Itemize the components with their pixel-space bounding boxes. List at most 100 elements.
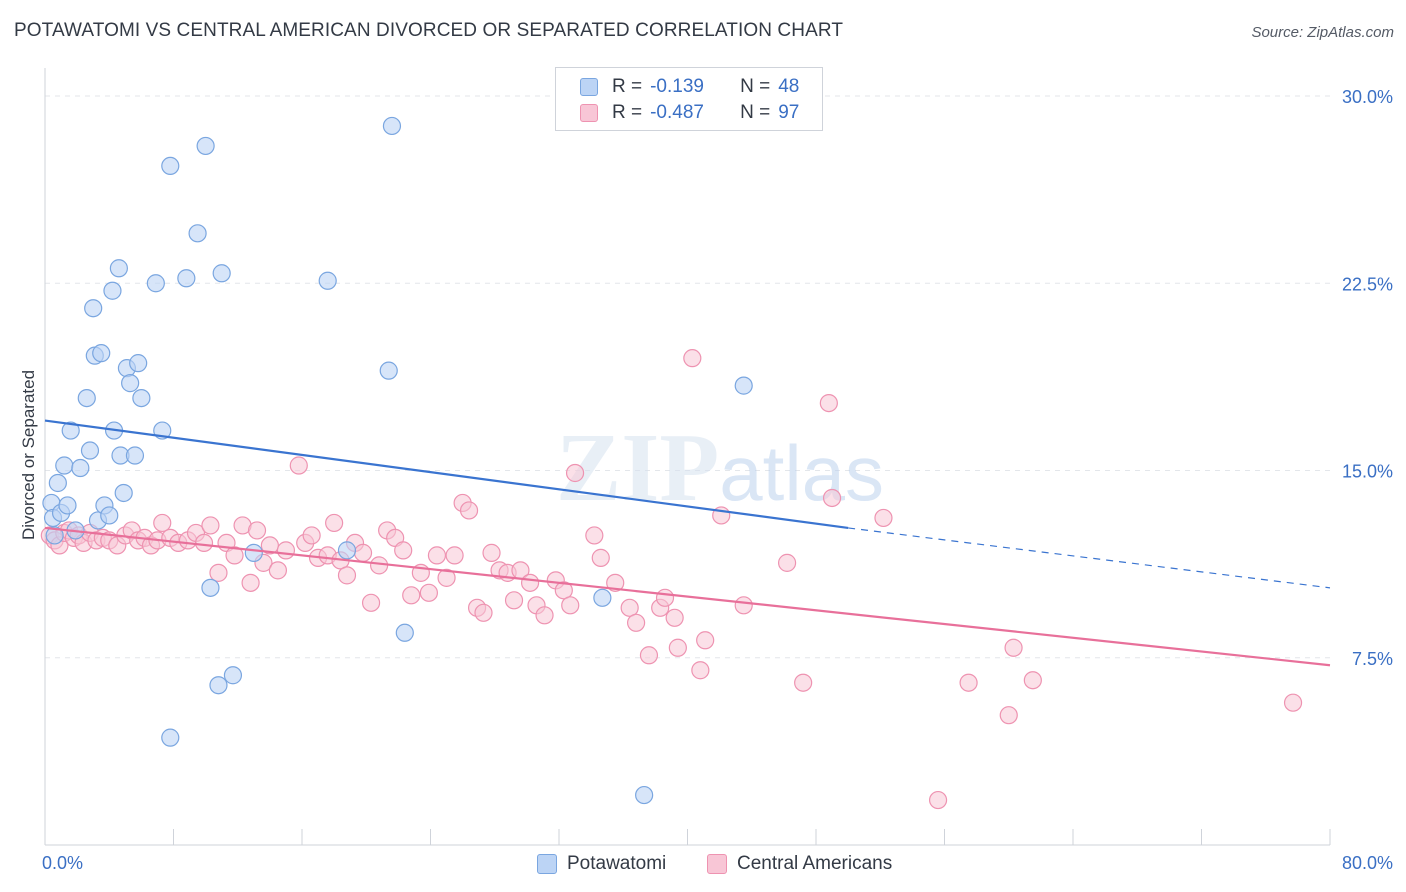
central-americans-point	[620, 598, 639, 617]
central-americans-point	[874, 508, 893, 528]
central-americans-point	[777, 553, 797, 572]
central-americans-point	[427, 546, 447, 565]
potawatomi-point	[100, 506, 119, 525]
potawatomi-point	[209, 676, 228, 695]
potawatomi-point	[177, 269, 196, 288]
potawatomi-point	[593, 588, 612, 607]
central-americans-point	[247, 521, 267, 540]
central-americans-point	[959, 673, 978, 692]
y-tick-label: 22.5%	[1342, 274, 1393, 294]
central-americans-point	[928, 790, 948, 810]
central-americans-point	[474, 603, 493, 622]
central-americans-point	[361, 593, 381, 612]
potawatomi-trend-line	[44, 419, 849, 530]
potawatomi-point	[379, 361, 398, 380]
potawatomi-point	[201, 578, 220, 597]
potawatomi-point	[635, 785, 654, 805]
bottom-legend-label: Potawatomi	[567, 853, 667, 874]
potawatomi-point	[734, 376, 753, 395]
bottom-legend-swatch-central-americans	[707, 854, 727, 874]
bottom-legend-potawatomi: Potawatomi	[537, 852, 666, 876]
central-americans-point	[268, 561, 288, 580]
central-americans-point	[325, 513, 344, 533]
potawatomi-point	[212, 264, 231, 283]
y-axis-label: Divorced or Separated	[19, 370, 38, 540]
trend-lines	[44, 419, 1331, 667]
bottom-legend-central-americans: Central Americans	[707, 852, 892, 876]
potawatomi-point	[125, 446, 145, 465]
y-tick-label: 15.0%	[1342, 462, 1393, 482]
central-americans-point	[402, 586, 421, 605]
potawatomi-point	[223, 666, 243, 685]
potawatomi-point	[318, 271, 337, 290]
central-americans-point	[394, 541, 413, 560]
legend-row-potawatomi: R = -0.139 N = 48	[580, 75, 799, 99]
legend-n-value: 97	[778, 102, 800, 123]
central-americans-point	[337, 566, 357, 585]
central-americans-point	[241, 573, 260, 592]
central-americans-point	[606, 573, 625, 592]
central-americans-point	[565, 463, 585, 483]
potawatomi-point	[45, 526, 64, 545]
stats-legend: R = -0.139 N = 48 R = -0.487 N = 97	[555, 67, 823, 131]
potawatomi-point	[109, 259, 128, 278]
central-americans-point	[794, 673, 813, 692]
central-americans-point	[459, 501, 479, 520]
central-americans-point	[696, 631, 715, 650]
central-americans-point	[554, 581, 573, 600]
potawatomi-point	[395, 623, 414, 642]
potawatomi-point	[71, 458, 90, 478]
central-americans-point	[201, 516, 220, 535]
central-americans-point	[665, 608, 684, 627]
central-americans-point	[819, 393, 838, 413]
central-americans-point	[822, 488, 842, 508]
watermark-atlas: atlas	[719, 429, 884, 517]
central-americans-point	[419, 583, 438, 602]
central-americans-point	[225, 546, 244, 565]
potawatomi-point	[58, 496, 77, 515]
legend-n-label: N =	[740, 76, 771, 97]
central-americans-point	[370, 556, 389, 575]
potawatomi-point	[121, 374, 140, 393]
tick-labels: 7.5% 15.0% 22.5% 30.0% 0.0% 80.0%	[42, 87, 1393, 873]
potawatomi-trend-extension	[848, 527, 1331, 589]
central-americans-point	[445, 546, 464, 565]
x-tick-label: 0.0%	[42, 853, 83, 873]
potawatomi-point	[132, 388, 151, 408]
potawatomi-point	[55, 456, 74, 475]
central-americans-point	[1283, 693, 1303, 712]
potawatomi-point	[188, 224, 207, 243]
central-americans-point	[437, 568, 456, 587]
bottom-legend-label: Central Americans	[737, 853, 893, 874]
potawatomi-point	[48, 473, 67, 493]
central-americans-point	[668, 638, 687, 657]
central-americans-point	[1023, 671, 1042, 690]
central-americans-point	[591, 548, 610, 567]
central-americans-point	[626, 613, 646, 632]
potawatomi-point	[337, 541, 357, 560]
central-americans-point	[655, 588, 675, 607]
watermark: ZIPatlas	[556, 414, 884, 522]
central-americans-point	[734, 596, 753, 615]
potawatomi-point	[80, 441, 100, 460]
central-americans-point	[302, 526, 321, 545]
watermark-zip: ZIP	[556, 414, 719, 522]
central-americans-point	[504, 591, 524, 610]
central-americans-point	[194, 533, 214, 553]
potawatomi-point	[161, 728, 180, 747]
legend-swatch-potawatomi	[580, 78, 598, 96]
central-americans-point	[520, 573, 540, 592]
central-americans-point	[999, 706, 1018, 725]
central-americans-point	[209, 563, 228, 582]
legend-row-central-americans: R = -0.487 N = 97	[580, 101, 799, 125]
central-americans-point	[691, 661, 710, 680]
y-tick-label: 7.5%	[1352, 649, 1393, 669]
potawatomi-point	[61, 421, 80, 440]
central-americans-point	[289, 456, 308, 475]
potawatomi-point	[196, 136, 215, 156]
legend-r-label: R =	[612, 76, 643, 97]
potawatomi-point	[84, 299, 103, 318]
x-tick-label: 80.0%	[1342, 853, 1393, 873]
bottom-legend-swatch-potawatomi	[537, 854, 557, 874]
